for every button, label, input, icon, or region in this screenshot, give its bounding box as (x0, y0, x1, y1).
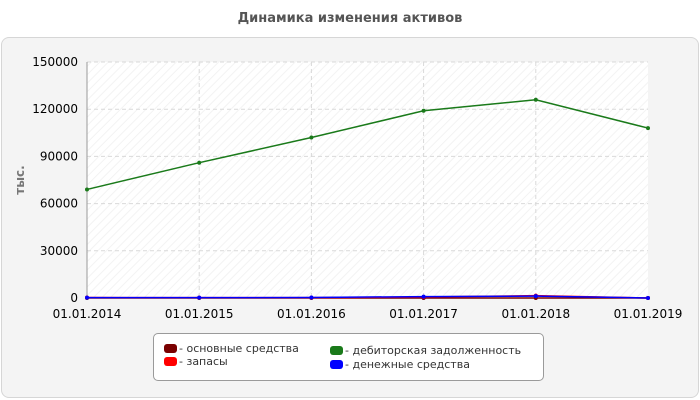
legend-label: - денежные средства (345, 358, 470, 371)
x-tick-label: 01.01.2018 (501, 307, 570, 321)
x-tick-label: 01.01.2017 (389, 307, 458, 321)
y-tick-label: 60000 (40, 197, 78, 211)
y-axis-label: тыс. (13, 165, 27, 194)
legend-swatch (330, 360, 343, 369)
chart-legend: - основные средства - запасы - дебиторская… (153, 333, 544, 381)
data-point (421, 294, 426, 299)
x-tick-label: 01.01.2014 (53, 307, 122, 321)
data-point (309, 135, 314, 140)
x-tick-label: 01.01.2016 (277, 307, 346, 321)
x-tick-label: 01.01.2015 (165, 307, 234, 321)
data-point (85, 295, 89, 300)
legend-label: - запасы (179, 355, 228, 368)
legend-item: - основные средства (164, 342, 299, 355)
y-tick-label: 0 (70, 291, 78, 305)
x-tick-label: 01.01.2019 (614, 307, 683, 321)
data-point (197, 295, 202, 300)
data-point (533, 97, 538, 102)
plot-area-hatch (87, 62, 648, 298)
legend-item: - запасы (164, 355, 228, 368)
y-tick-label: 150000 (32, 55, 78, 69)
data-point (309, 295, 314, 300)
data-point (421, 108, 426, 113)
data-point (646, 296, 650, 300)
legend-swatch (330, 346, 343, 355)
chart-title: Динамика изменения активов (237, 11, 463, 26)
series-line-3 (87, 295, 649, 299)
legend-label: - основные средства (179, 342, 299, 355)
data-point (197, 160, 202, 165)
legend-item: - дебиторская задолженность (330, 344, 521, 357)
data-point (85, 187, 89, 192)
series-line-2 (86, 99, 649, 191)
legend-swatch (164, 344, 177, 353)
data-point (533, 294, 538, 299)
data-point (646, 126, 650, 131)
y-tick-label: 90000 (40, 149, 78, 163)
legend-item: - денежные средства (330, 358, 470, 371)
y-tick-label: 30000 (40, 244, 78, 258)
legend-swatch (164, 357, 177, 366)
legend-label: - дебиторская задолженность (345, 344, 522, 357)
y-tick-label: 120000 (32, 102, 78, 116)
